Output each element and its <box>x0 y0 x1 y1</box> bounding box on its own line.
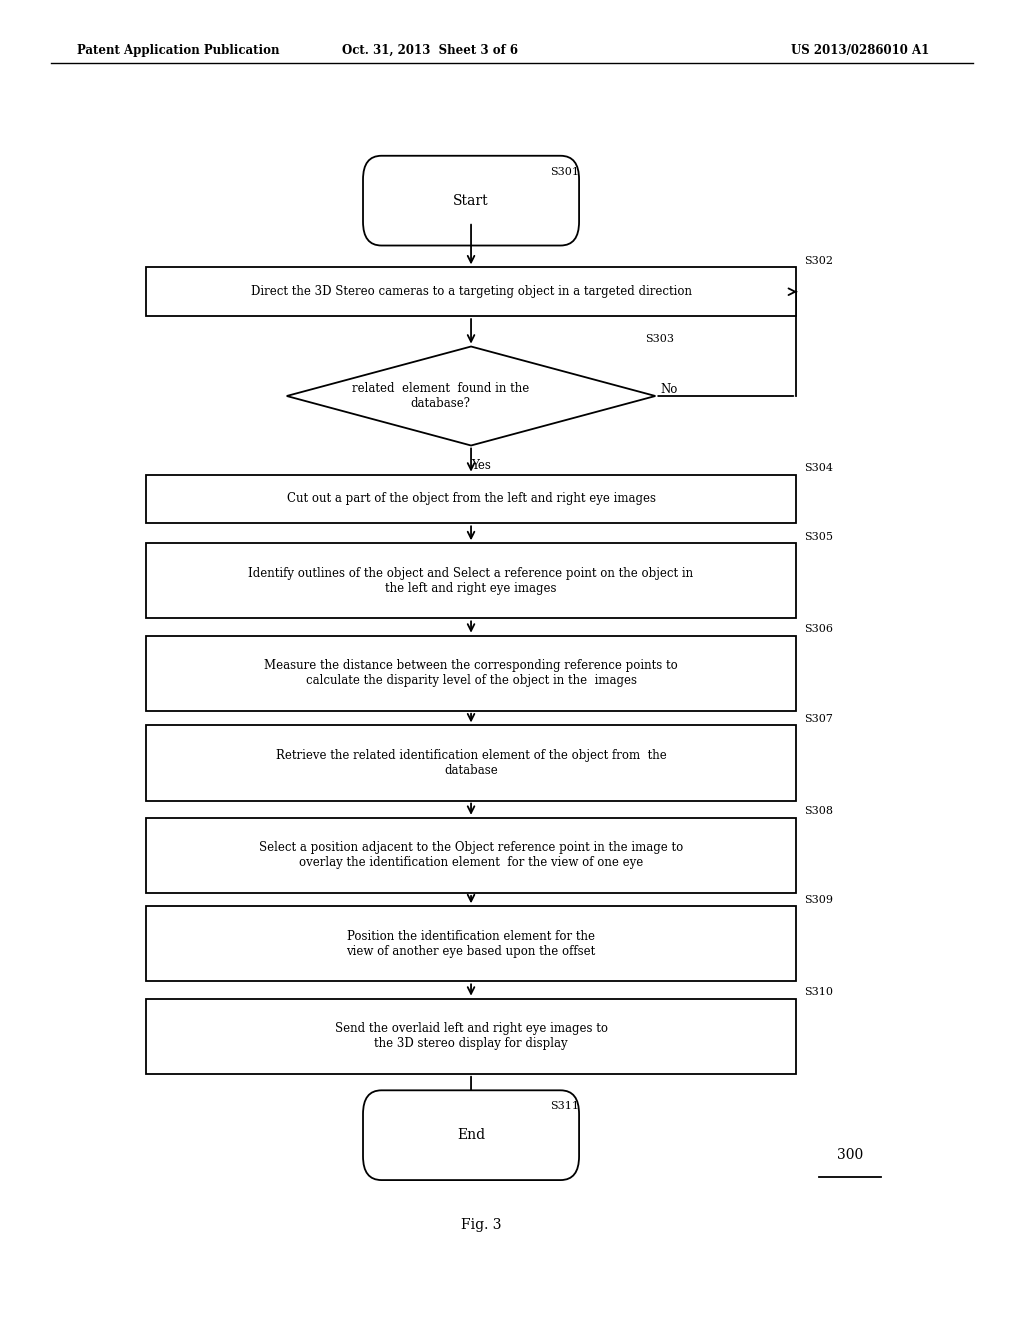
Text: S311: S311 <box>551 1101 580 1111</box>
Bar <box>146 726 797 800</box>
Text: Send the overlaid left and right eye images to
the 3D stereo display for display: Send the overlaid left and right eye ima… <box>335 1022 607 1051</box>
Text: 300: 300 <box>837 1148 863 1163</box>
Text: S310: S310 <box>805 987 834 998</box>
Text: S301: S301 <box>551 166 580 177</box>
Text: S306: S306 <box>805 624 834 635</box>
FancyBboxPatch shape <box>364 156 580 246</box>
Text: Select a position adjacent to the Object reference point in the image to
overlay: Select a position adjacent to the Object… <box>259 841 683 870</box>
Text: US 2013/0286010 A1: US 2013/0286010 A1 <box>791 44 930 57</box>
Bar <box>146 998 797 1074</box>
Text: No: No <box>660 383 678 396</box>
Text: S305: S305 <box>805 532 834 541</box>
Bar <box>146 474 797 523</box>
FancyBboxPatch shape <box>364 1090 580 1180</box>
Text: Fig. 3: Fig. 3 <box>461 1218 502 1232</box>
Text: S309: S309 <box>805 895 834 906</box>
Text: S308: S308 <box>805 807 834 816</box>
Text: Direct the 3D Stereo cameras to a targeting object in a targeted direction: Direct the 3D Stereo cameras to a target… <box>251 285 691 298</box>
Polygon shape <box>287 347 655 446</box>
Bar <box>146 907 797 982</box>
Bar <box>146 543 797 618</box>
Bar <box>146 636 797 710</box>
Bar <box>146 267 797 315</box>
Text: End: End <box>457 1129 485 1142</box>
Text: S307: S307 <box>805 714 834 723</box>
Text: Yes: Yes <box>471 459 492 471</box>
Bar <box>146 818 797 894</box>
Text: Position the identification element for the
view of another eye based upon the o: Position the identification element for … <box>346 929 596 958</box>
Text: Measure the distance between the corresponding reference points to
calculate the: Measure the distance between the corresp… <box>264 659 678 688</box>
Text: S302: S302 <box>805 256 834 267</box>
Text: related  element  found in the
database?: related element found in the database? <box>351 381 529 411</box>
Text: S303: S303 <box>645 334 674 345</box>
Text: Retrieve the related identification element of the object from  the
database: Retrieve the related identification elem… <box>275 748 667 777</box>
Text: Patent Application Publication: Patent Application Publication <box>77 44 280 57</box>
Text: Oct. 31, 2013  Sheet 3 of 6: Oct. 31, 2013 Sheet 3 of 6 <box>342 44 518 57</box>
Text: Start: Start <box>454 194 488 207</box>
Text: Cut out a part of the object from the left and right eye images: Cut out a part of the object from the le… <box>287 492 655 506</box>
Text: S304: S304 <box>805 463 834 474</box>
Text: Identify outlines of the object and Select a reference point on the object in
th: Identify outlines of the object and Sele… <box>249 566 693 595</box>
